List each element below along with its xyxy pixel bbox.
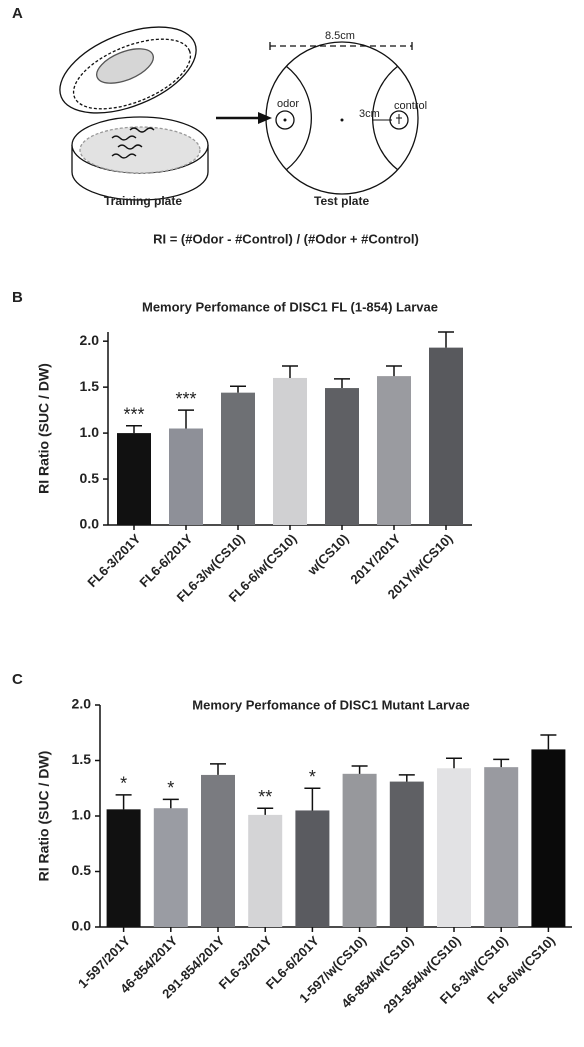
bar <box>437 768 471 927</box>
error-bar <box>230 385 246 393</box>
significance: * <box>120 774 127 794</box>
error-bar <box>115 794 132 810</box>
y-tick-label: 1.5 <box>80 378 100 394</box>
y-tick-label: 0.0 <box>72 918 92 934</box>
significance: ** <box>258 787 272 807</box>
y-tick-label: 2.0 <box>72 696 92 712</box>
y-tick-label: 1.5 <box>72 751 92 767</box>
error-bar <box>257 807 274 815</box>
significance: * <box>167 778 174 798</box>
width-label: 8.5cm <box>325 30 355 42</box>
odor-label: odor <box>277 98 299 110</box>
error-bar <box>438 331 454 348</box>
test-plate <box>265 41 419 195</box>
bar <box>221 392 255 525</box>
control-label: control <box>394 100 427 112</box>
chart-title: Memory Perfomance of DISC1 FL (1-854) La… <box>142 299 438 314</box>
bar <box>106 809 141 927</box>
y-axis-label: RI Ratio (SUC / DW) <box>36 751 52 882</box>
y-tick-label: 0.0 <box>80 516 100 532</box>
bar <box>248 814 283 927</box>
error-bar <box>210 763 226 775</box>
error-bar <box>398 774 415 782</box>
x-tick-label: 201Y/201Y <box>347 531 403 587</box>
y-axis-label: RI Ratio (SUC / DW) <box>36 363 52 494</box>
error-bar <box>162 798 179 809</box>
panel-label: C <box>12 671 23 688</box>
x-tick-label: w(CS10) <box>304 531 352 579</box>
distance-label: 3cm <box>359 108 380 120</box>
bar <box>169 428 203 525</box>
control-mark <box>396 114 402 124</box>
bar <box>531 749 566 927</box>
error-bar <box>493 758 510 768</box>
bar <box>342 773 377 927</box>
panel-label: B <box>12 289 23 306</box>
error-bar <box>178 409 194 429</box>
bar <box>117 433 151 525</box>
formula: RI = (#Odor - #Control) / (#Odor + #Cont… <box>153 231 419 246</box>
error-bar <box>351 765 368 774</box>
significance: *** <box>175 389 196 409</box>
arrow-head <box>258 112 272 124</box>
y-tick-label: 2.0 <box>80 332 100 348</box>
bar <box>273 377 307 525</box>
error-bar <box>282 365 298 378</box>
y-tick-label: 1.0 <box>80 424 100 440</box>
panel-label: A <box>12 5 23 22</box>
error-bar <box>126 424 142 434</box>
y-tick-label: 0.5 <box>72 862 92 878</box>
error-bar <box>446 757 462 769</box>
error-bar <box>386 365 402 377</box>
bar <box>377 376 411 525</box>
y-tick-label: 1.0 <box>72 807 92 823</box>
significance: * <box>309 767 316 787</box>
bar <box>325 388 359 525</box>
bar <box>429 347 463 525</box>
bar <box>295 810 330 927</box>
training-plate <box>59 26 209 201</box>
bar <box>201 774 235 927</box>
significance: *** <box>123 404 144 424</box>
training-label: Training plate <box>104 194 182 208</box>
test-label: Test plate <box>314 194 369 208</box>
bar <box>153 808 188 927</box>
chart-title: Memory Perfomance of DISC1 Mutant Larvae <box>192 697 469 712</box>
error-bar <box>334 378 350 389</box>
bar <box>389 781 424 927</box>
error-bar <box>304 787 321 811</box>
x-tick-label: FL6-3/201Y <box>84 531 143 590</box>
bar <box>484 767 519 927</box>
y-tick-label: 0.5 <box>80 470 100 486</box>
error-bar <box>540 734 557 750</box>
